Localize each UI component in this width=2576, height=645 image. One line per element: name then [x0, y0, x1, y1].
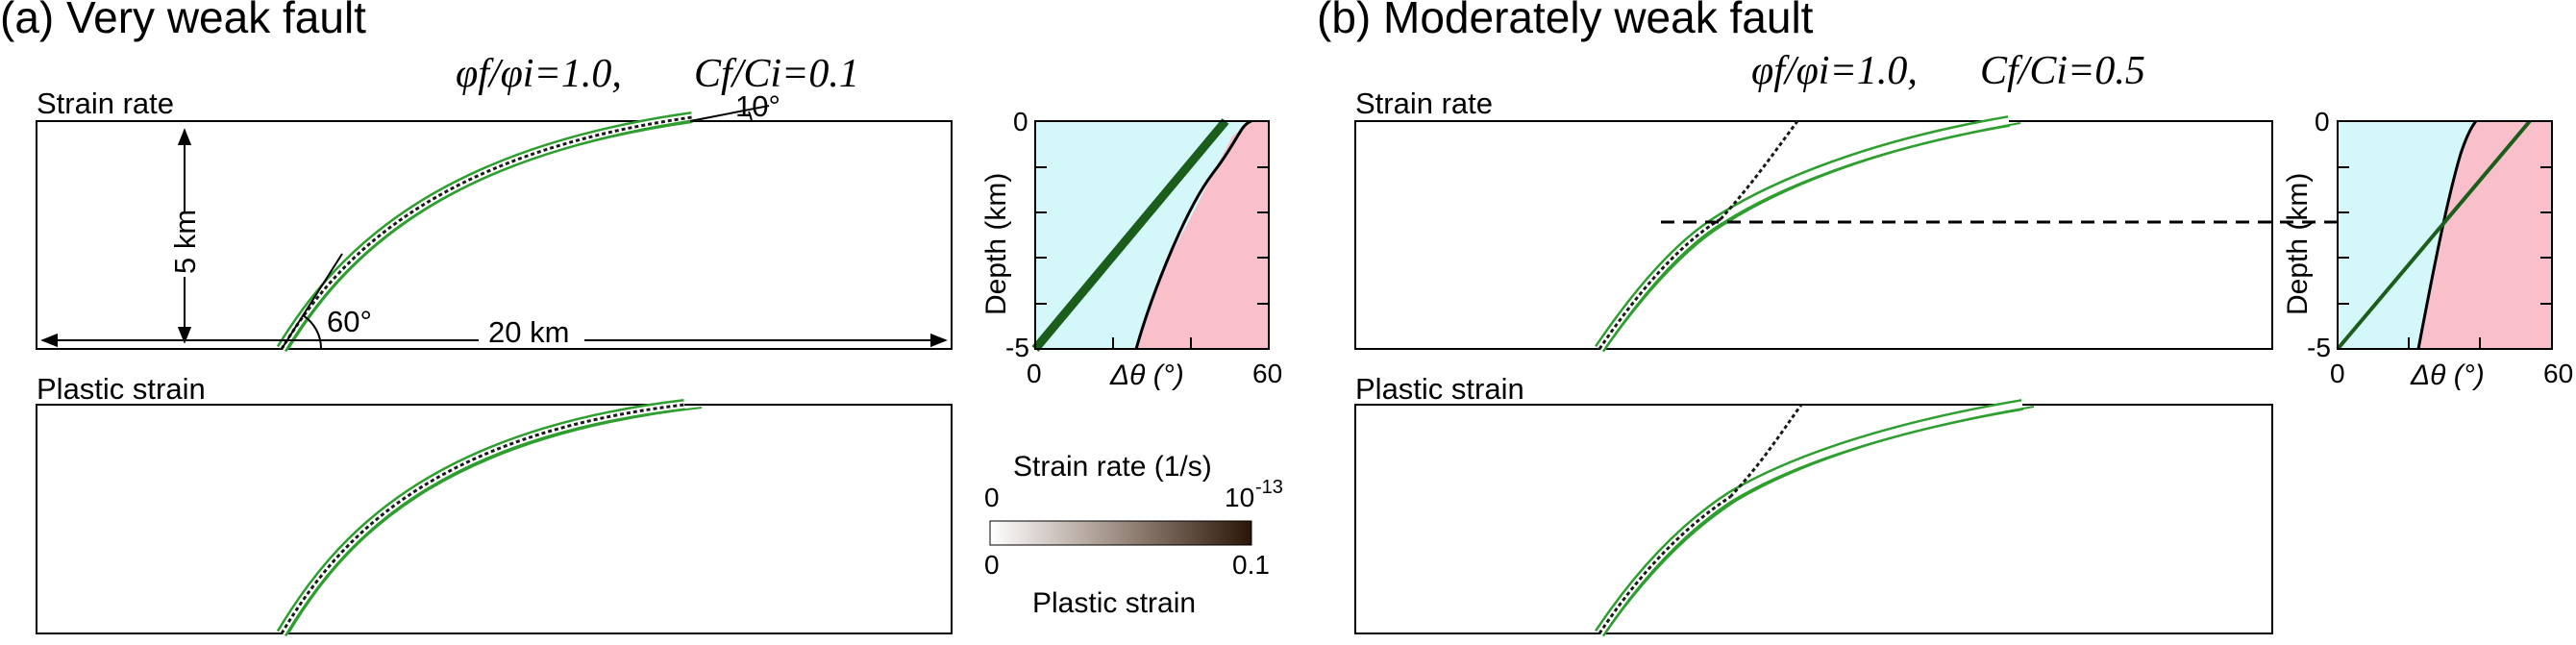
panel-a-plastic-fault-trace — [280, 403, 685, 634]
panel-a-inset-xtick-right: 60 — [1252, 359, 1282, 388]
panel-b-inset-ytick-bottom: -5 — [2307, 333, 2331, 362]
panel-a-inset-ylabel: Depth (km) — [980, 173, 1012, 315]
colorbar-top-min: 0 — [984, 483, 1000, 512]
panel-a-strain-rate-label: Strain rate — [37, 87, 174, 120]
colorbar-top-max-base: 10 — [1225, 483, 1254, 512]
panel-b-title: (b) Moderately weak fault — [1317, 0, 1814, 42]
panel-b-inset-frame — [2337, 120, 2553, 350]
panel-b-inset-ytick-top: 0 — [2315, 107, 2330, 136]
panel-b-strain-rate-label: Strain rate — [1355, 87, 1493, 120]
panel-b-inset-unstable-region — [2418, 121, 2552, 349]
panel-a-inset-ytick-top: 0 — [1013, 107, 1028, 136]
panel-a-strain-rate-box — [36, 120, 953, 350]
panel-a-inset-xtick-left: 0 — [1027, 359, 1042, 388]
panel-b-plastic-upper-trace — [1728, 404, 1803, 499]
panel-a-cohesion-ratio: Cf/Ci=0.1 — [694, 52, 859, 96]
colorbar-bottom-max: 0.1 — [1232, 550, 1270, 580]
panel-b-inset-xtick-left: 0 — [2330, 359, 2345, 388]
panel-b-inset-xlabel: Δθ (°) — [2410, 360, 2485, 391]
panel-a-width-dim-label: 20 km — [488, 315, 569, 349]
colorbar-title: Strain rate (1/s) — [1013, 451, 1212, 483]
panel-b-fault-zone — [1595, 115, 2021, 353]
colorbar: Strain rate (1/s) 0 10 -13 0 0.1 Plastic… — [984, 451, 1283, 619]
panel-a-inset-xlabel: Δθ (°) — [1109, 360, 1184, 391]
panel-b-inset: 0 -5 0 60 Depth (km) Δθ (°) — [2282, 107, 2573, 391]
colorbar-bottom-title: Plastic strain — [1032, 587, 1196, 619]
panel-a-surface-angle-arc — [748, 111, 753, 122]
panel-a-fault-zone — [276, 112, 703, 353]
panel-a-plastic-fault-zone — [276, 399, 703, 637]
panel-a-depth-dim-label: 5 km — [168, 210, 202, 274]
panel-a-inset: 0 -5 0 60 Depth (km) Δθ (°) — [980, 107, 1282, 391]
panel-b-inset-fault-angle-line — [2336, 119, 2532, 351]
colorbar-gradient — [989, 520, 1252, 546]
colorbar-bottom-min: 0 — [984, 550, 1000, 580]
panel-a-surface-angle-label: 10° — [735, 89, 780, 123]
panel-b-plastic-fault-zone — [1595, 399, 2035, 637]
panel-a-plastic-strain-label: Plastic strain — [37, 372, 206, 406]
panel-a-title: (a) Very weak fault — [0, 0, 366, 42]
panel-a-dip-angle-label: 60° — [327, 305, 372, 338]
colorbar-top-max-exp: -13 — [1255, 477, 1283, 498]
panel-a-friction-ratio: φf/φi=1.0, — [456, 52, 622, 96]
panel-b-inset-stable-region — [2338, 121, 2476, 349]
panel-b-inset-ylabel: Depth (km) — [2282, 173, 2314, 315]
panel-b-strain-rate-upper-trace — [1719, 120, 1799, 221]
panel-b-friction-ratio: φf/φi=1.0, — [1751, 49, 1918, 93]
panel-a-inset-critical-curve — [1134, 119, 1252, 350]
panel-b-plastic-strain-label: Plastic strain — [1355, 372, 1524, 406]
panel-a-inset-ytick-bottom: -5 — [1005, 333, 1029, 362]
panel-a-inset-stable-region — [1035, 121, 1251, 349]
panel-b-plastic-strain-box — [1354, 404, 2273, 634]
panel-a-inset-unstable-region — [1136, 121, 1269, 349]
panel-b-inset-xtick-right: 60 — [2543, 359, 2573, 388]
panel-b-plastic-lower-trace — [1598, 495, 1731, 634]
panel-a-inset-fault-angle-line — [1031, 118, 1229, 352]
panel-a-inset-frame — [1034, 120, 1270, 350]
panel-b: (b) Moderately weak fault φf/φi=1.0, Cf/… — [1317, 0, 2573, 637]
panel-b-cohesion-ratio: Cf/Ci=0.5 — [1980, 49, 2145, 93]
panel-b-strain-rate-box — [1354, 120, 2273, 350]
panel-a-dip-line — [281, 253, 343, 350]
panel-a-surface-angle-line — [689, 105, 770, 122]
panel-b-inset-critical-curve — [2416, 120, 2478, 350]
panel-a-plastic-strain-box — [36, 404, 953, 634]
panel-b-strain-rate-lower-trace — [1598, 217, 1721, 350]
panel-a: (a) Very weak fault φf/φi=1.0, Cf/Ci=0.1… — [0, 0, 1282, 637]
